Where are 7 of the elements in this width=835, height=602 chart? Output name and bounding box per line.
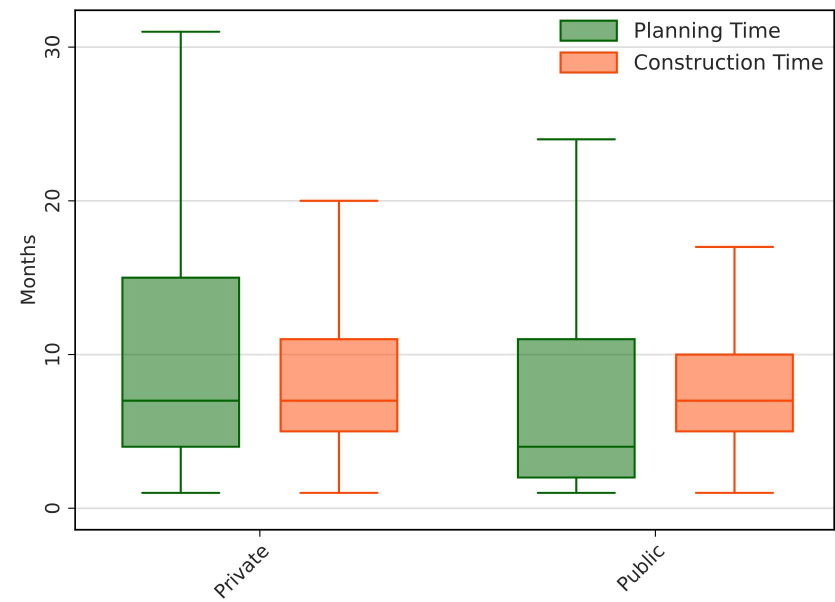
legend-label: Planning Time	[636, 22, 780, 42]
y-tick-label: 30	[44, 36, 60, 58]
y-tick-label: 10	[44, 343, 60, 365]
y-tick-label: 20	[44, 190, 60, 212]
legend-label: Construction Time	[634, 54, 823, 70]
y-axis-title: Months	[20, 235, 36, 304]
y-tick-label: 0	[44, 503, 60, 514]
